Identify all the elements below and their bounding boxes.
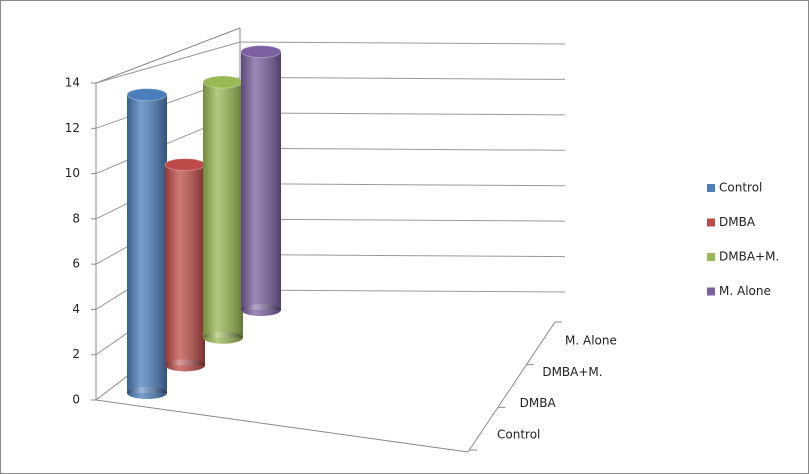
- cylinder-shade: [165, 164, 205, 366]
- cylinder-bottom-shade: [165, 359, 205, 372]
- legend-swatch: [707, 184, 715, 192]
- grid-line: [239, 147, 566, 151]
- cylinder-bottom-shade: [127, 387, 167, 399]
- cylinder-top: [240, 45, 282, 59]
- grid-line: [239, 254, 566, 258]
- y-tick-label: 10: [65, 166, 80, 180]
- grid-line: [95, 41, 241, 84]
- grid-line: [239, 183, 566, 187]
- depth-axis-label: DMBA: [520, 396, 557, 410]
- cylinder-bottom-shade: [241, 304, 281, 316]
- y-tick-label: 0: [72, 393, 80, 407]
- wall-top-edge: [95, 27, 241, 84]
- legend-label: M. Alone: [719, 284, 771, 298]
- cylinder: [240, 45, 282, 316]
- y-tick-label: 8: [72, 211, 80, 225]
- legend-swatch: [707, 287, 715, 296]
- grid-line: [239, 76, 566, 80]
- legend-swatch: [707, 218, 715, 227]
- legend-swatch: [707, 253, 715, 261]
- y-tick-label: 6: [72, 257, 80, 271]
- y-tick-label: 14: [65, 76, 80, 90]
- cylinder: [202, 75, 244, 344]
- legend-label: Control: [719, 181, 762, 195]
- grid-line: [239, 218, 566, 222]
- cylinder-top: [202, 75, 244, 89]
- cylinder-top: [126, 88, 168, 102]
- y-tick-label: 12: [65, 121, 80, 135]
- grid-line: [239, 41, 566, 45]
- grid-line: [239, 289, 566, 293]
- legend-label: DMBA: [719, 215, 756, 229]
- depth-axis-label: Control: [497, 428, 540, 442]
- floor-right-edge: [467, 321, 556, 453]
- cylinder-top: [164, 158, 206, 172]
- cylinder-shade: [203, 82, 243, 338]
- cylinder-bottom-shade: [203, 331, 243, 344]
- depth-axis-label: DMBA+M.: [542, 365, 602, 379]
- y-tick-label: 4: [72, 302, 80, 316]
- y-tick-label: 2: [72, 347, 80, 361]
- cylinder: [126, 88, 168, 399]
- cylinder-shade: [241, 51, 281, 311]
- cylinder: [164, 158, 206, 372]
- depth-axis-label: M. Alone: [565, 334, 617, 348]
- cylinder-shade: [127, 94, 167, 394]
- legend-label: DMBA+M.: [719, 250, 779, 264]
- floor-front-edge: [95, 399, 469, 453]
- grid-line: [239, 112, 566, 116]
